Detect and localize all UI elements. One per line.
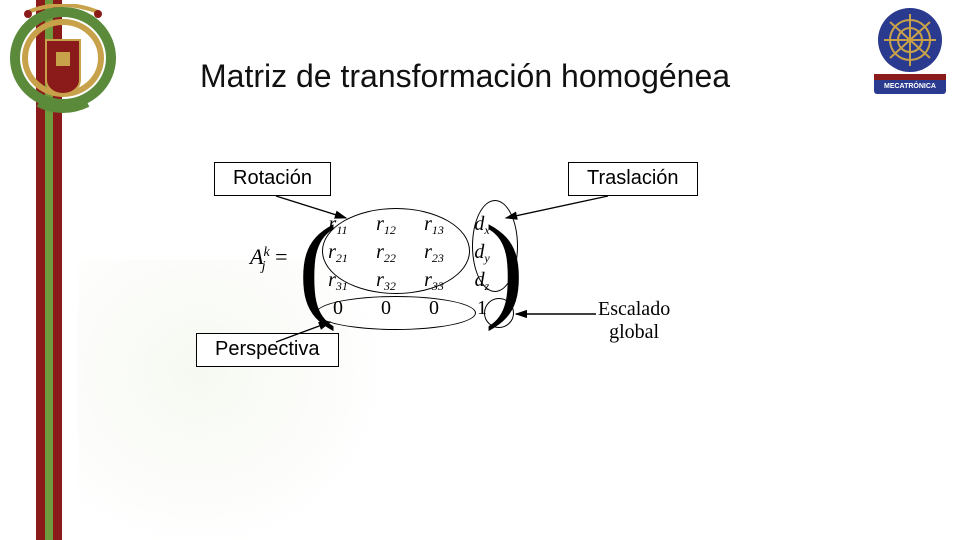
- eq-lhs-sup: k: [263, 245, 269, 260]
- translation-block-oval: [472, 200, 518, 292]
- label-escalado-line1: Escalado: [598, 298, 670, 320]
- emblem-left-icon: [8, 4, 118, 116]
- label-traslacion: Traslación: [568, 162, 698, 196]
- emblem-right-icon: MECATRÓNICA: [868, 4, 952, 104]
- label-escalado-line2: global: [609, 321, 659, 343]
- equation-lhs: Akj =: [250, 244, 291, 270]
- label-rotacion: Rotación: [214, 162, 331, 196]
- eq-equals: =: [275, 244, 287, 269]
- svg-text:MECATRÓNICA: MECATRÓNICA: [884, 81, 936, 90]
- scale-one-circle: [484, 298, 514, 328]
- perspective-row-oval: [316, 296, 476, 330]
- slide-title: Matriz de transformación homogénea: [200, 58, 840, 95]
- label-escalado: Escalado global: [598, 298, 670, 344]
- rotation-block-oval: [322, 208, 470, 294]
- eq-lhs-sub: j: [262, 259, 266, 274]
- label-perspectiva: Perspectiva: [196, 333, 339, 367]
